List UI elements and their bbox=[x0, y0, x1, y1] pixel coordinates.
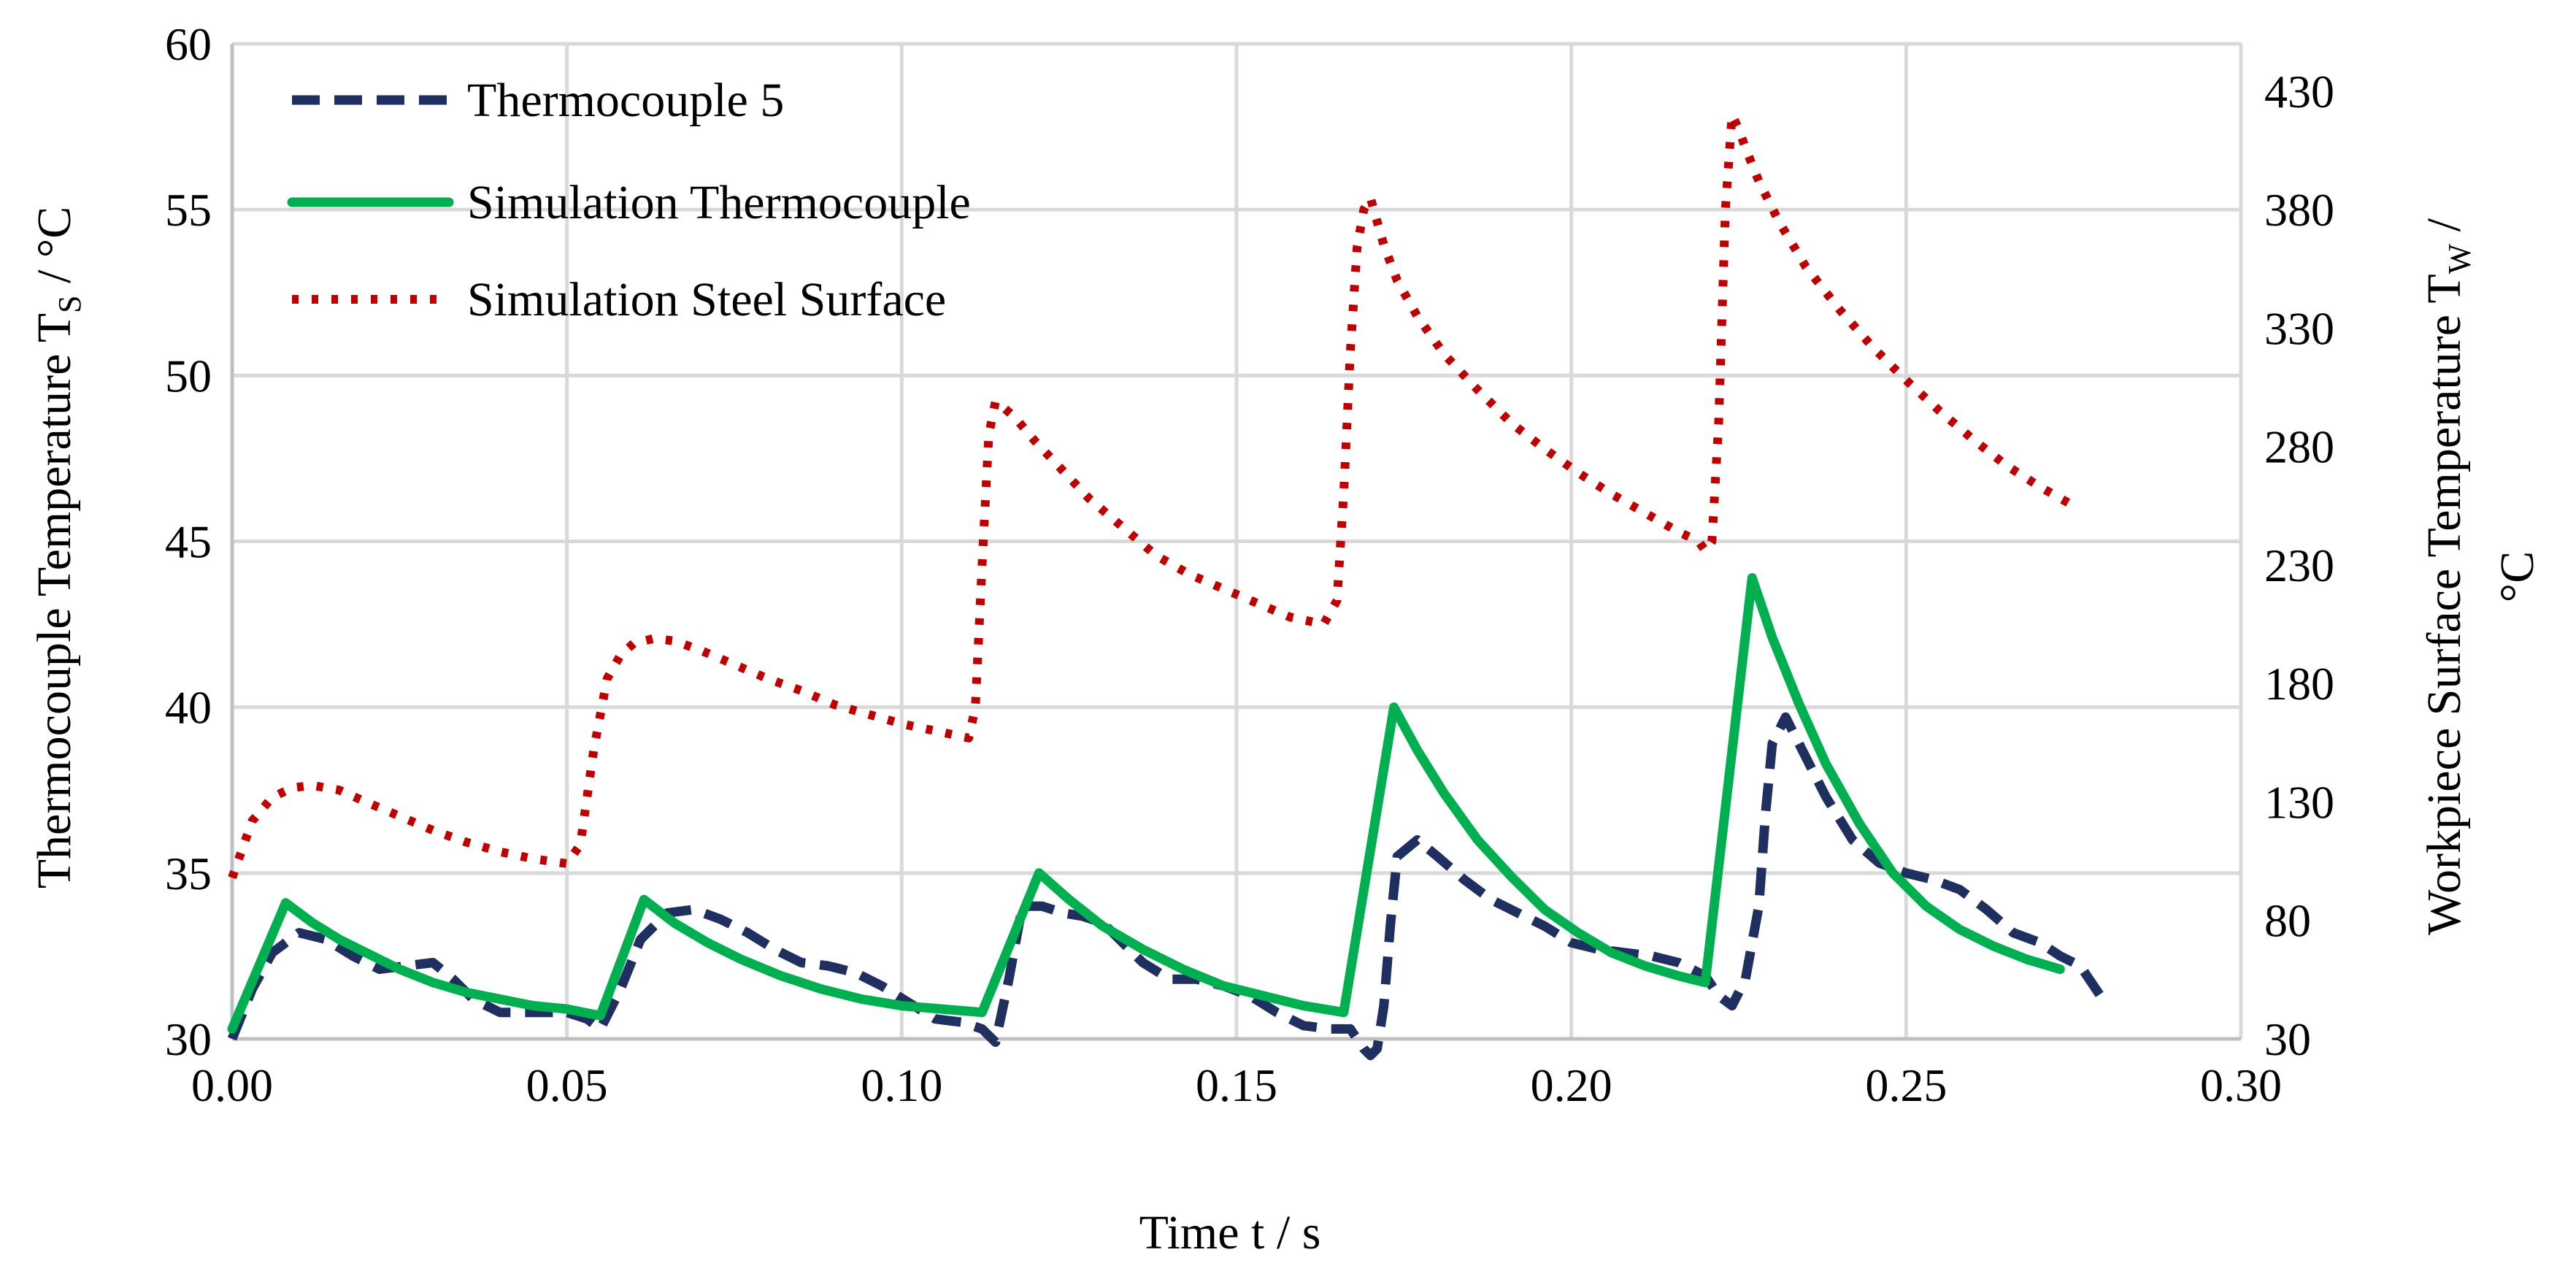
y-tick-label-right: 380 bbox=[2264, 184, 2334, 236]
x-tick-label: 0.25 bbox=[1865, 1059, 1947, 1111]
x-tick-label: 0.20 bbox=[1531, 1059, 1612, 1111]
y-axis-right-title-main: Workpiece Surface Temperature T bbox=[2418, 274, 2471, 935]
x-tick-label: 0.15 bbox=[1196, 1059, 1277, 1111]
y-tick-label-left: 50 bbox=[165, 350, 212, 402]
y-axis-right-title-unit: / bbox=[2418, 218, 2471, 244]
y-tick-label-left: 55 bbox=[165, 184, 212, 236]
y-tick-label-right: 30 bbox=[2264, 1013, 2311, 1065]
y-axis-left-tick-labels: 30 35 40 45 50 55 60 bbox=[165, 18, 212, 1065]
x-axis-title: Time t / s bbox=[1139, 1206, 1321, 1259]
y-axis-right-title: Workpiece Surface Temperature TW / bbox=[2418, 218, 2477, 935]
x-tick-label: 0.10 bbox=[861, 1059, 942, 1111]
x-tick-label: 0.05 bbox=[526, 1059, 608, 1111]
legend-label: Simulation Steel Surface bbox=[467, 273, 946, 326]
series-line-simulation-thermocouple bbox=[227, 573, 2065, 1034]
plot-area bbox=[227, 110, 2104, 1061]
chart-legend: Thermocouple 5 Simulation Thermocouple Sim… bbox=[287, 74, 971, 326]
y-axis-right-title-line2: °C bbox=[2491, 551, 2544, 602]
y-axis-left-title-subscript: S bbox=[52, 295, 88, 312]
x-axis-tick-labels: 0.00 0.05 0.10 0.15 0.20 0.25 0.30 bbox=[191, 1059, 2282, 1111]
legend-label: Simulation Thermocouple bbox=[467, 176, 971, 229]
x-tick-label: 0.00 bbox=[191, 1059, 273, 1111]
y-axis-left-title-unit: / °C bbox=[28, 207, 81, 296]
y-tick-label-right: 280 bbox=[2264, 421, 2334, 473]
y-tick-label-left: 30 bbox=[165, 1013, 212, 1065]
y-tick-label-right: 130 bbox=[2264, 776, 2334, 828]
y-tick-label-right: 80 bbox=[2264, 895, 2311, 947]
legend-label: Thermocouple 5 bbox=[467, 74, 784, 127]
y-axis-left-title-main: Thermocouple Temperature T bbox=[28, 313, 81, 888]
y-tick-label-left: 45 bbox=[165, 516, 212, 568]
chart-gridlines bbox=[230, 42, 2243, 1041]
y-tick-label-left: 60 bbox=[165, 18, 212, 70]
y-tick-label-right: 330 bbox=[2264, 302, 2334, 354]
y-axis-right-title-subscript: W bbox=[2442, 243, 2477, 274]
y-tick-label-right: 180 bbox=[2264, 658, 2334, 710]
y-tick-label-right: 230 bbox=[2264, 540, 2334, 591]
series-line-simulation-steel-surface bbox=[228, 110, 2076, 880]
y-axis-right-tick-labels: 30 80 130 180 230 280 330 380 430 bbox=[2264, 66, 2334, 1065]
y-tick-label-left: 35 bbox=[165, 848, 212, 899]
y-tick-label-right: 430 bbox=[2264, 66, 2334, 118]
y-tick-label-left: 40 bbox=[165, 682, 212, 734]
x-tick-label: 0.30 bbox=[2200, 1059, 2282, 1111]
y-axis-left-title: Thermocouple Temperature TS / °C bbox=[28, 207, 88, 889]
